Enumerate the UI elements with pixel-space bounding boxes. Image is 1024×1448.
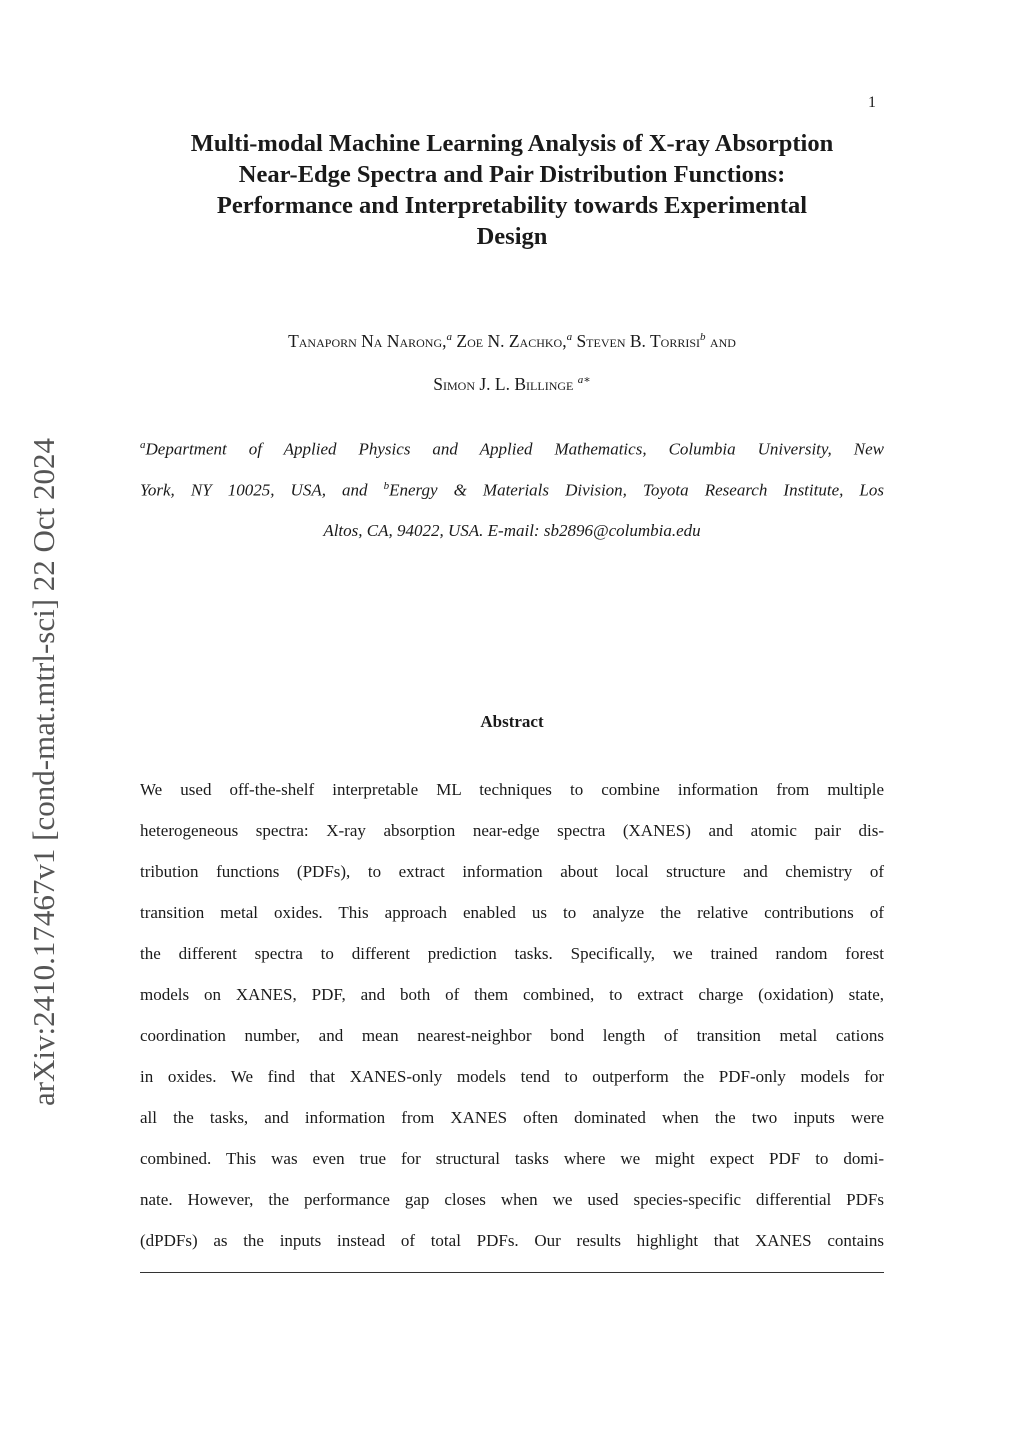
abstract-line: transition metal oxides. This approach e… [140,903,884,922]
title-line: Design [476,223,548,250]
abstract-line: combined. This was even true for structu… [140,1149,884,1168]
abstract-line: all the tasks, and information from XANE… [140,1108,884,1127]
author: Simon J. L. Billinge [433,373,578,394]
abstract-line: We used off-the-shelf interpretable ML t… [140,780,884,799]
author-list: Tanaporn Na Narong,a Zoe N. Zachko,a Ste… [140,331,884,352]
arxiv-identifier: arXiv:2410.17467v1 [cond-mat.mtrl-sci] 2… [26,437,61,1107]
affiliation-mark: a [566,331,573,344]
author: Zoe N. Zachko, [452,331,567,351]
abstract-line: in oxides. We find that XANES-only model… [140,1067,884,1086]
author-list: Simon J. L. Billinge a∗ [140,373,884,395]
title-line: Multi-modal Machine Learning Analysis of… [190,130,834,157]
affiliation-text: Energy & Materials Division, Toyota Rese… [389,480,885,500]
affiliation-line: Altos, CA, 94022, USA. E-mail: sb2896@co… [323,521,701,540]
affiliation-text: Department of Applied Physics and Applie… [145,439,885,459]
affiliation-line: York, NY 10025, USA, and bEnergy & Mater… [140,480,884,501]
abstract-line: nate. However, the performance gap close… [140,1190,884,1209]
abstract-line: tribution functions (PDFs), to extract i… [140,862,884,881]
title-line: Performance and Interpretability towards… [216,192,808,219]
abstract-body: We used off-the-shelf interpretable ML t… [140,777,884,1269]
conjunction: and [705,331,736,351]
abstract-line: the different spectra to different predi… [140,944,884,963]
paper-title: Multi-modal Machine Learning Analysis of… [130,128,894,252]
abstract-heading: Abstract [480,712,544,731]
affiliation-mark: a∗ [577,374,591,386]
affiliation-mark: a [140,439,146,451]
affiliation-mark: b [383,480,390,492]
affiliation-mark: a [446,331,453,344]
affiliation-text: York, NY 10025, USA, and [140,480,384,500]
abstract-line: heterogeneous spectra: X-ray absorption … [140,821,884,840]
abstract-line: (dPDFs) as the inputs instead of total P… [140,1231,884,1250]
abstract-line: coordination number, and mean nearest-ne… [140,1026,884,1045]
affiliation-mark: b [700,331,706,344]
author: Steven B. Torrisi [572,331,701,351]
page-number: 1 [868,94,876,111]
abstract-line: models on XANES, PDF, and both of them c… [140,985,884,1004]
affiliation-line: aDepartment of Applied Physics and Appli… [140,439,884,460]
footnote-rule [140,1272,884,1273]
author: Tanaporn Na Narong, [288,331,447,351]
title-line: Near-Edge Spectra and Pair Distribution … [238,161,786,188]
